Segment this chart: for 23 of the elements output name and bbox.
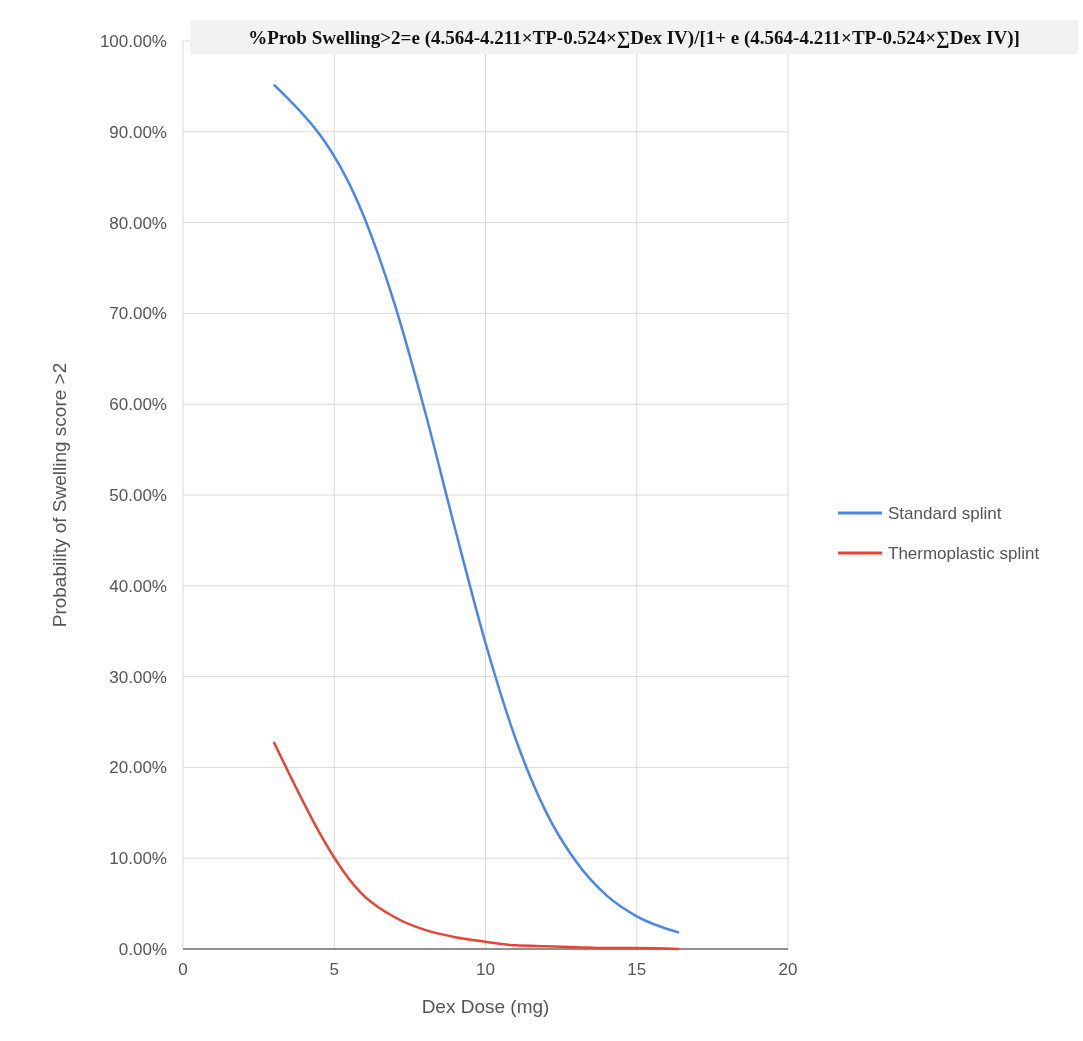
legend-label: Thermoplastic splint bbox=[888, 544, 1040, 563]
y-tick-label: 0.00% bbox=[118, 940, 167, 959]
x-tick-label: 15 bbox=[627, 960, 647, 979]
line-series bbox=[272, 740, 681, 951]
x-axis-title: Dex Dose (mg) bbox=[421, 996, 550, 1017]
x-tick-label: 0 bbox=[178, 960, 188, 979]
y-tick-label: 50.00% bbox=[109, 486, 167, 505]
x-tick-label: 10 bbox=[476, 960, 495, 979]
y-tick-label: 70.00% bbox=[109, 304, 167, 324]
y-tick-label: 10.00% bbox=[109, 849, 167, 869]
x-tick-label: 20 bbox=[778, 960, 798, 979]
y-tick-label: 20.00% bbox=[109, 758, 167, 778]
legend-label: Standard splint bbox=[888, 504, 1002, 523]
y-tick-label: 100.00% bbox=[99, 32, 167, 51]
y-tick-label: 90.00% bbox=[109, 122, 167, 142]
y-axis-title: Probability of Swelling score >2 bbox=[49, 362, 70, 628]
x-tick-label: 5 bbox=[329, 960, 339, 979]
line-series bbox=[272, 83, 681, 934]
y-tick-label: 60.00% bbox=[109, 395, 167, 415]
chart-title: %Prob Swelling>2=e (4.564-4.211×TP-0.524×∑Dex IV)/[1+ e (4.564-4.211×TP-0.524×∑Dex IV)] bbox=[248, 27, 1020, 49]
y-tick-label: 80.00% bbox=[109, 213, 167, 233]
y-tick-label: 30.00% bbox=[109, 667, 167, 687]
y-tick-label: 40.00% bbox=[109, 576, 167, 596]
